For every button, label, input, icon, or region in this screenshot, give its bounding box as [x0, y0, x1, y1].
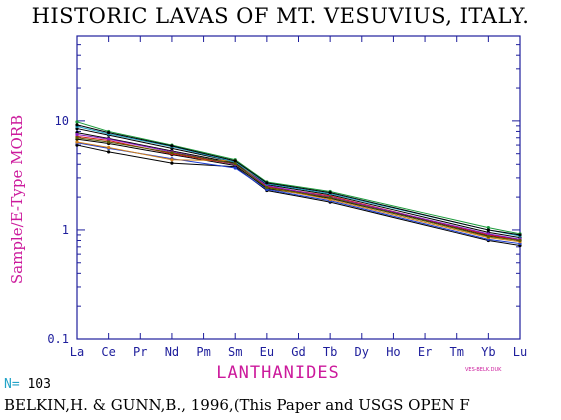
series-point: [75, 120, 79, 124]
series-line: [76, 128, 521, 239]
x-tick-label: Nd: [165, 345, 179, 359]
series-line: [76, 121, 521, 235]
y-axis-label: Sample/E-Type MORB: [8, 115, 26, 284]
x-tick-label: Pr: [133, 345, 147, 359]
x-tick-label: Ce: [101, 345, 115, 359]
series-point: [107, 150, 111, 154]
series-point: [486, 228, 490, 232]
series-point: [107, 145, 111, 150]
series-point: [75, 143, 79, 147]
x-axis-label: LANTHANIDES: [216, 363, 340, 383]
series-point: [233, 162, 237, 166]
x-tick-label: Eu: [260, 345, 274, 359]
series-point: [75, 136, 79, 140]
series-point: [107, 131, 111, 135]
series-point: [233, 166, 237, 170]
x-tick-label: Pm: [196, 345, 210, 359]
x-tick-label: Er: [418, 345, 432, 359]
y-tick-label: 10: [55, 114, 69, 128]
series-point: [265, 185, 269, 190]
series-point: [328, 195, 332, 200]
series-line: [76, 134, 521, 240]
series-point: [486, 226, 490, 230]
chart-title: HISTORIC LAVAS OF MT. VESUVIUS, ITALY.: [31, 4, 530, 28]
series-point: [170, 161, 174, 165]
x-tick-label: Yb: [481, 345, 495, 359]
series-point: [486, 232, 490, 236]
series-point: [75, 123, 79, 127]
x-tick-label: Sm: [228, 345, 242, 359]
series-point: [107, 137, 111, 141]
y-tick-label: 1: [62, 223, 69, 237]
series-line: [76, 137, 521, 242]
sample-count-label: N=: [4, 377, 20, 392]
x-tick-label: La: [70, 345, 84, 359]
series-point: [170, 151, 174, 155]
watermark-label: VES-BELK.DUK: [465, 367, 502, 373]
axis-labels: 0.1 1 10 La Ce Pr Nd Pm Sm Eu Gd Tb Dy Ho Er Tm Yb Lu: [47, 114, 527, 359]
x-tick-label: Gd: [291, 345, 305, 359]
series-line: [76, 141, 521, 243]
x-tick-label: Ho: [386, 345, 400, 359]
axis-ticks: [76, 35, 521, 340]
series-point: [170, 144, 174, 148]
citation: BELKIN,H. & GUNN,B., 1996,(This Paper an…: [4, 396, 470, 414]
y-tick-label: 0.1: [47, 332, 69, 346]
series-group: [75, 120, 522, 248]
series-point: [328, 190, 332, 195]
series-point: [518, 238, 522, 243]
series-line: [76, 144, 521, 246]
series-point: [265, 181, 269, 185]
sample-count-value: 103: [27, 377, 51, 392]
series-line: [76, 132, 521, 240]
x-tick-label: Tm: [449, 345, 463, 359]
series-point: [518, 233, 522, 237]
sample-count: N= 103: [4, 377, 51, 392]
series-point: [75, 140, 79, 144]
series-point: [75, 132, 79, 137]
x-tick-label: Tb: [323, 345, 337, 359]
series-point: [233, 159, 237, 163]
series-line: [76, 124, 521, 236]
series-point: [486, 234, 490, 239]
series-point: [107, 140, 111, 144]
x-tick-label: Lu: [513, 345, 527, 359]
x-tick-label: Dy: [355, 345, 369, 359]
series-point: [170, 158, 174, 162]
